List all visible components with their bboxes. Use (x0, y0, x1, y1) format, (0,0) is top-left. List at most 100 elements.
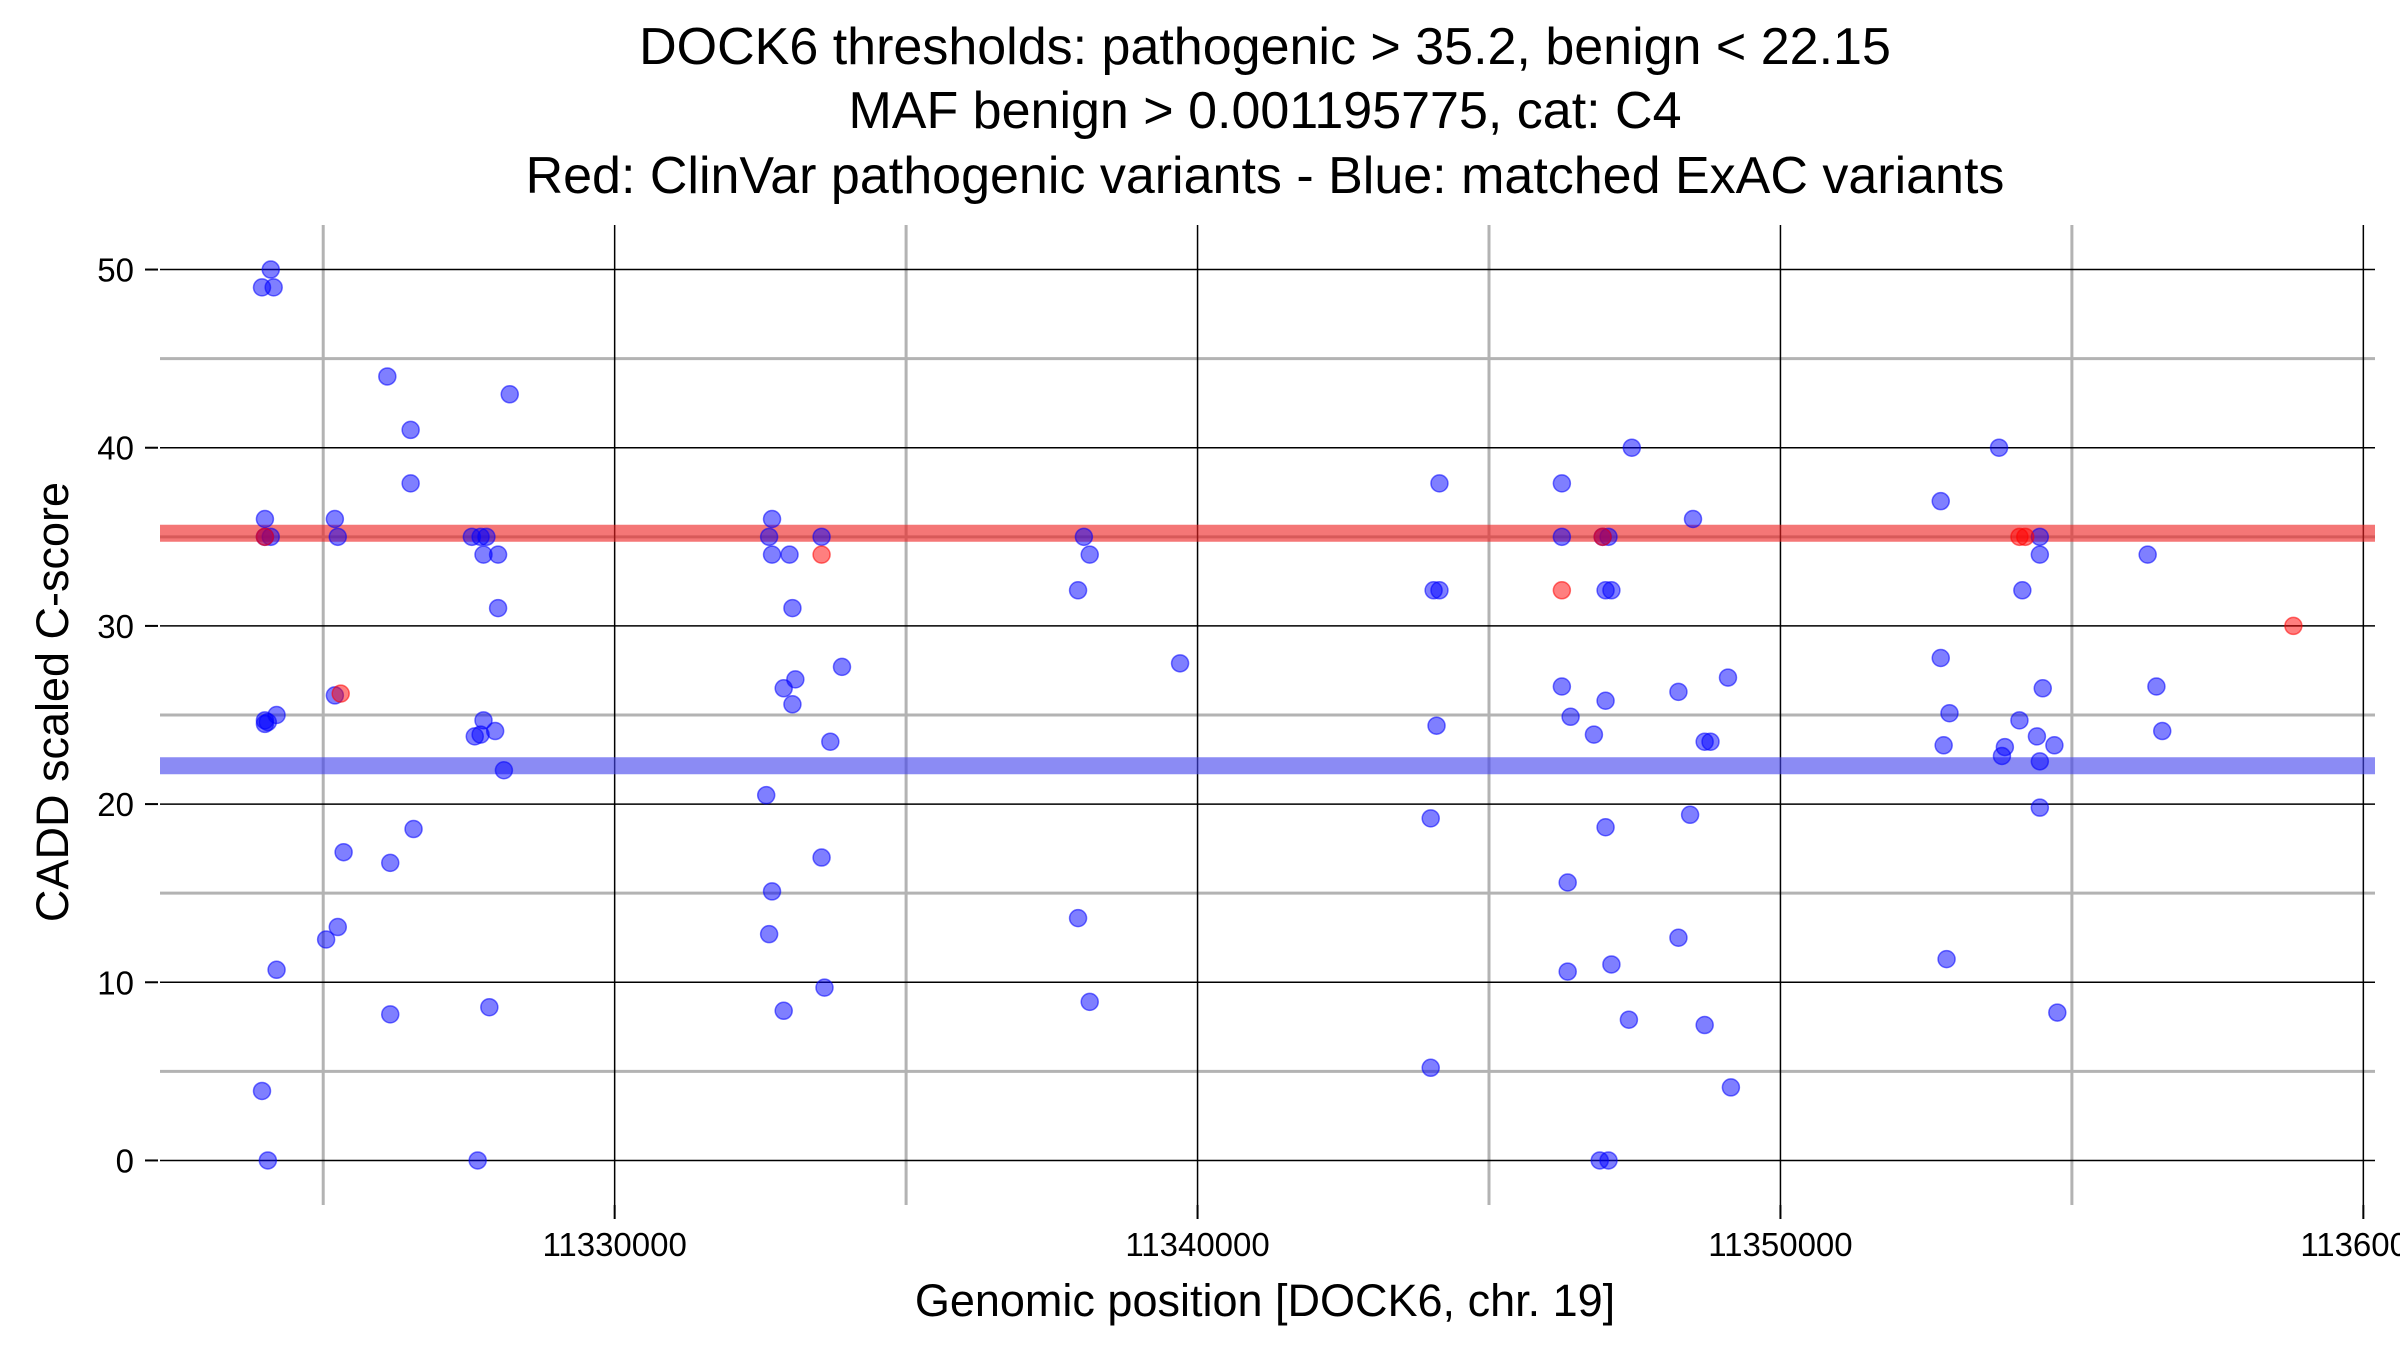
benign-point (2027, 727, 2047, 746)
benign-point (264, 278, 283, 297)
benign-point (1421, 1058, 1440, 1078)
benign-point (2030, 798, 2050, 817)
benign-point (1170, 654, 1190, 673)
benign-point (1068, 581, 1088, 600)
benign-point (2152, 721, 2172, 741)
x-tick-label: 11330000 (542, 1226, 686, 1263)
benign-point (1558, 873, 1577, 892)
benign-point (255, 509, 275, 529)
benign-point (1931, 491, 1950, 511)
benign-point (1934, 736, 1953, 755)
title-line-3: Red: ClinVar pathogenic variants - Blue:… (526, 147, 2005, 205)
benign-point (252, 1081, 272, 1101)
benign-point (1552, 677, 1572, 696)
benign-point (1695, 1015, 1714, 1035)
benign-point (1931, 648, 1950, 668)
benign-point (1427, 716, 1446, 735)
pathogenic-point (812, 545, 831, 564)
benign-point (783, 598, 802, 618)
benign-point (1558, 962, 1577, 981)
benign-point (1080, 545, 1099, 564)
exac-matched-series (252, 260, 2172, 1170)
benign-point (1940, 703, 1959, 723)
benign-point (1068, 908, 1088, 928)
x-axis-ticks: 11330000 11340000 11350000 1136000 (542, 1205, 2400, 1263)
benign-point (1937, 949, 1956, 969)
benign-point (267, 960, 286, 980)
y-tick-label: 50 (97, 252, 134, 289)
benign-point (821, 732, 840, 751)
pathogenic-point (2016, 527, 2035, 547)
y-tick-label: 0 (116, 1142, 134, 1179)
benign-point (2033, 679, 2052, 698)
benign-point (2045, 736, 2064, 755)
benign-point (1622, 438, 1642, 457)
benign-point (783, 695, 802, 714)
x-axis-title: Genomic position [DOCK6, chr. 19] (915, 1275, 1615, 1326)
y-axis-title: CADD scaled C-score (27, 482, 78, 922)
benign-point (812, 527, 831, 547)
benign-point (258, 1151, 278, 1170)
benign-point (1701, 732, 1720, 751)
benign-point (488, 545, 508, 564)
benign-point (488, 598, 508, 618)
threshold-lines (160, 524, 2375, 775)
benign-point (759, 527, 779, 547)
benign-point (786, 670, 805, 689)
benign-point (480, 997, 499, 1017)
benign-point (1992, 746, 2012, 766)
benign-point (1602, 955, 1621, 974)
benign-point (1430, 474, 1449, 493)
benign-point (267, 705, 286, 725)
benign-point (1680, 805, 1700, 825)
benign-point (401, 474, 420, 493)
benign-point (380, 1005, 400, 1024)
benign-point (1552, 474, 1572, 493)
benign-point (1596, 818, 1615, 837)
benign-point (1421, 809, 1440, 828)
benign-point (815, 978, 834, 997)
benign-point (756, 785, 776, 805)
benign-point (2030, 752, 2050, 771)
benign-point (328, 527, 348, 547)
benign-point (2048, 1003, 2067, 1022)
benign-point (1599, 1151, 1618, 1170)
benign-point (380, 853, 400, 873)
benign-point (1669, 682, 1688, 702)
benign-point (832, 657, 852, 677)
benign-point (1552, 527, 1572, 547)
benign-point (1561, 707, 1580, 727)
y-tick-label: 10 (97, 964, 134, 1001)
pathogenic-point (331, 684, 350, 703)
benign-point (774, 1001, 793, 1021)
benign-point (759, 924, 779, 944)
benign-point (1619, 1010, 1639, 1029)
benign-point (1430, 581, 1449, 600)
pathogenic-point (1593, 527, 1612, 547)
gridlines (160, 225, 2375, 1205)
title-line-1: DOCK6 thresholds: pathogenic > 35.2, ben… (639, 18, 1891, 76)
benign-point (334, 842, 353, 862)
benign-point (762, 545, 782, 564)
y-axis-ticks: 0 10 20 30 40 50 (97, 252, 158, 1179)
benign-point (378, 367, 397, 386)
benign-point (477, 527, 496, 547)
benign-point (316, 930, 336, 949)
benign-point (1989, 438, 2009, 457)
benign-point (1080, 992, 1099, 1012)
benign-point (780, 545, 799, 564)
benign-point (2138, 545, 2157, 564)
benign-point (500, 385, 519, 404)
benign-point (325, 509, 345, 529)
data-points (252, 260, 2303, 1170)
y-tick-label: 40 (97, 430, 134, 467)
benign-point (328, 917, 348, 937)
y-tick-label: 30 (97, 608, 134, 645)
benign-point (2010, 711, 2029, 730)
x-tick-label: 1136000 (2300, 1226, 2400, 1263)
pathogenic-point (1552, 581, 1572, 600)
benign-point (2030, 545, 2050, 564)
benign-point (1683, 509, 1703, 529)
